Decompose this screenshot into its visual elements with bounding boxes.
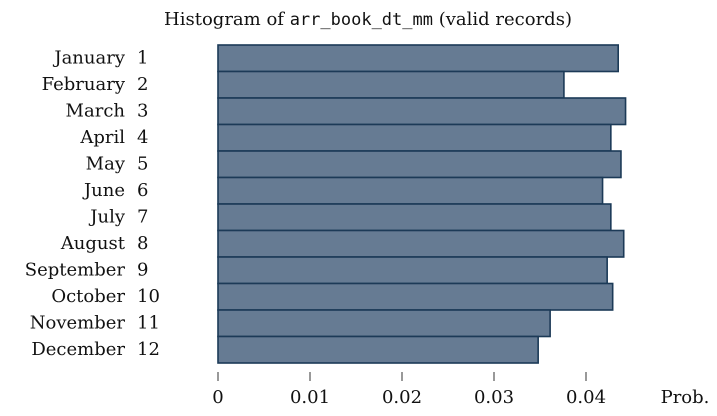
y-tick-label: February (42, 74, 126, 95)
bar (217, 97, 627, 126)
y-tick-label: June (82, 180, 125, 201)
y-tick-code: 1 (137, 47, 148, 68)
y-tick-code: 4 (137, 127, 148, 148)
y-tick-code: 3 (137, 100, 148, 121)
bar (217, 203, 612, 232)
bar (217, 176, 604, 205)
y-tick-code: 8 (137, 233, 148, 254)
title-variable: arr_book_dt_mm (290, 10, 433, 30)
title-suffix: (valid records) (439, 9, 572, 30)
y-tick-code: 7 (137, 206, 148, 227)
bar (217, 256, 608, 285)
chart-title: Histogram of arr_book_dt_mm (valid recor… (164, 9, 572, 30)
y-tick-code: 5 (137, 153, 148, 174)
bar (217, 229, 625, 258)
y-tick-label: January (52, 47, 125, 68)
y-tick-label: October (51, 286, 125, 307)
y-tick-code: 6 (137, 180, 148, 201)
y-tick-code: 11 (137, 312, 160, 333)
bar (217, 70, 565, 99)
y-tick-code: 2 (137, 74, 148, 95)
bar (217, 150, 622, 179)
y-tick-label: May (86, 153, 126, 174)
x-tick-label: 0.02 (382, 387, 422, 408)
bar (217, 309, 551, 338)
y-tick-label: November (30, 312, 126, 333)
title-prefix: Histogram of (164, 9, 285, 30)
y-tick-label: March (66, 100, 126, 121)
y-tick-code: 12 (137, 339, 160, 360)
y-tick-code: 10 (137, 286, 160, 307)
x-tick-label: 0.04 (566, 387, 606, 408)
y-tick-label: August (60, 233, 126, 254)
y-tick-label: April (79, 127, 125, 148)
y-tick-label: July (88, 206, 126, 227)
y-tick-label: December (31, 339, 125, 360)
bar (217, 335, 539, 364)
y-tick-code: 9 (137, 259, 148, 280)
x-tick-label: 0.01 (290, 387, 330, 408)
bar (217, 282, 614, 311)
x-tick-label: 0.03 (474, 387, 514, 408)
x-tick-label: 0 (212, 387, 223, 408)
bar (217, 44, 620, 73)
x-axis-label: Prob. (661, 387, 710, 408)
bar (217, 123, 612, 152)
y-tick-label: September (25, 259, 126, 280)
